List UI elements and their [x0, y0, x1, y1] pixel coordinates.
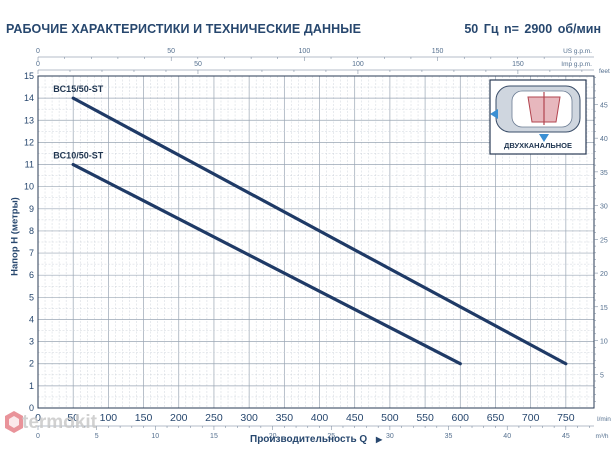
frequency-label: 50 Гц — [464, 22, 499, 36]
x-tick-label: 550 — [416, 412, 434, 424]
feet-tick-label: 5 — [600, 372, 604, 379]
termokit-logo-icon — [5, 411, 23, 433]
feet-tick-label: 15 — [600, 305, 608, 312]
top-axis-unit: Imp g.p.m. — [561, 61, 592, 68]
y-tick-label: 15 — [24, 71, 34, 81]
top-axis-tick-label: 100 — [352, 61, 364, 68]
x-tick-label: 250 — [205, 412, 223, 424]
top-axis-tick-label: 0 — [36, 48, 40, 55]
series-line-BC15/50-ST — [71, 96, 568, 366]
y-tick-label: 4 — [29, 314, 34, 324]
series-label: BC10/50-ST — [53, 151, 104, 161]
x-tick-label: 350 — [276, 412, 294, 424]
m3h-tick-label: 15 — [210, 433, 218, 440]
x-tick-label: 300 — [240, 412, 258, 424]
top-axis-tick-label: 150 — [432, 48, 444, 55]
top-axis-tick-label: 100 — [299, 48, 311, 55]
series: BC15/50-ST BC10/50-ST — [53, 84, 568, 366]
x-tick-label: 0 — [35, 412, 41, 424]
m3h-tick-label: 5 — [95, 433, 99, 440]
y-tick-label: 7 — [29, 248, 34, 258]
y-tick-label: 8 — [29, 226, 34, 236]
feet-tick-label: 35 — [600, 170, 608, 177]
x-tick-label: 500 — [381, 412, 399, 424]
feet-tick-label: 25 — [600, 237, 608, 244]
x-tick-label: 100 — [100, 412, 118, 424]
feet-tick-label: 20 — [600, 271, 608, 278]
x-tick-label: 600 — [452, 412, 470, 424]
series-line-BC10/50-ST — [71, 162, 462, 366]
channel-inset: ДВУХКАНАЛЬНОЕ — [489, 79, 587, 155]
x-tick-label: 150 — [135, 412, 153, 424]
y-tick-label: 13 — [24, 115, 34, 125]
m3h-tick-label: 35 — [445, 433, 453, 440]
m3h-tick-label: 30 — [386, 433, 394, 440]
y-tick-label: 2 — [29, 359, 34, 369]
page-title: РАБОЧИЕ ХАРАКТЕРИСТИКИ И ТЕХНИЧЕСКИЕ ДАН… — [6, 22, 362, 36]
m3h-tick-label: 45 — [562, 433, 570, 440]
x-unit-label: l/min — [597, 416, 611, 423]
m3h-tick-label: 25 — [327, 433, 335, 440]
m3h-tick-label: 20 — [269, 433, 277, 440]
series-label: BC15/50-ST — [53, 84, 104, 94]
top-axis-unit: US g.p.m. — [563, 48, 592, 55]
x-tick-label: 400 — [311, 412, 329, 424]
y-tick-label: 1 — [29, 381, 34, 391]
top-axis-tick-label: 0 — [36, 61, 40, 68]
y-tick-label: 3 — [29, 337, 34, 347]
y-tick-label: 5 — [29, 292, 34, 302]
m3h-unit-label: m³/h — [596, 433, 609, 440]
x-tick-label: 50 — [67, 412, 79, 424]
watermark: termokit — [22, 412, 97, 433]
feet-tick-label: 45 — [600, 102, 608, 109]
x-axis-label: Производительность Q ▶ — [250, 434, 382, 445]
m3h-tick-label: 10 — [151, 433, 159, 440]
m3h-tick-label: 0 — [36, 433, 40, 440]
speed-label: n= 2900 об/мин — [504, 22, 601, 36]
y-tick-label: 14 — [24, 93, 34, 103]
m3h-tick-label: 40 — [503, 433, 511, 440]
x-tick-label: 650 — [487, 412, 505, 424]
x-tick-label: 200 — [170, 412, 188, 424]
inset-label: ДВУХКАНАЛЬНОЕ — [504, 141, 572, 150]
arrow-right-icon: ▶ — [375, 435, 383, 444]
feet-tick-label: 40 — [600, 136, 608, 143]
y-axis-label: Напор H (метры) — [9, 197, 21, 276]
speed-info: 50 Гц n= 2900 об/мин — [464, 22, 601, 36]
plot-frame — [37, 75, 595, 409]
x-axis-label-text: Производительность Q — [250, 434, 368, 445]
x-tick-label: 700 — [522, 412, 540, 424]
y-tick-label: 9 — [29, 204, 34, 214]
top-axis-tick-label: 150 — [512, 61, 524, 68]
top-axis-tick-label: 50 — [194, 61, 202, 68]
feet-tick-label: 10 — [600, 339, 608, 346]
top-axis-tick-label: 50 — [167, 48, 175, 55]
feet-tick-label: 30 — [600, 204, 608, 211]
y-tick-label: 0 — [29, 403, 34, 413]
y-tick-label: 12 — [24, 137, 34, 147]
y-tick-label: 10 — [24, 182, 34, 192]
x-tick-label: 750 — [557, 412, 575, 424]
y-tick-label: 6 — [29, 270, 34, 280]
feet-unit-label: feet — [599, 68, 610, 75]
x-tick-label: 450 — [346, 412, 364, 424]
y-tick-label: 11 — [25, 160, 34, 170]
